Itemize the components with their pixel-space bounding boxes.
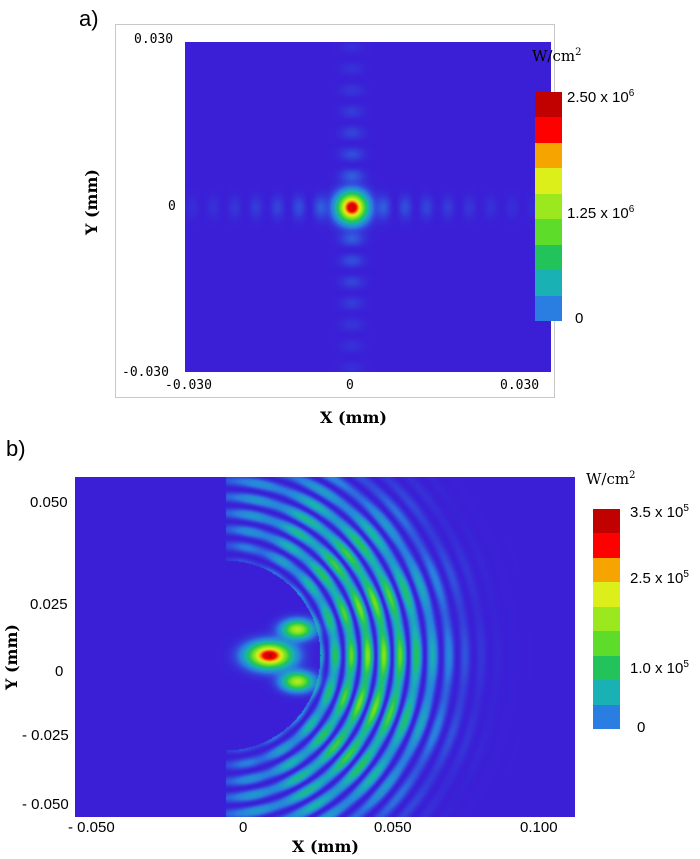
colorbar-step — [535, 295, 562, 321]
colorbar-step — [593, 631, 620, 656]
panel-a-colorbar — [535, 92, 562, 321]
colorbar-step — [535, 142, 562, 169]
panel-a-heatmap — [185, 42, 551, 372]
panel-a-xtick-right: 0.030 — [500, 378, 540, 393]
panel-b-colorbar-unit: W/cm2 — [586, 470, 636, 488]
panel-b-ytick-1: 0.025 — [30, 596, 68, 613]
panel-b-colorbar-1: 2.5 x 105 — [630, 569, 689, 587]
panel-a-colorbar-max: 2.50 x 106 — [567, 88, 635, 106]
colorbar-step — [535, 168, 562, 194]
panel-a-xtick-left: -0.030 — [165, 378, 212, 393]
panel-a-colorbar-mid: 1.25 x 106 — [567, 204, 635, 222]
panel-b-colorbar-2: 1.0 x 105 — [630, 659, 689, 677]
panel-b-xtick-0: - 0.050 — [68, 819, 115, 836]
colorbar-step — [593, 533, 620, 558]
colorbar-step — [593, 655, 620, 681]
panel-b-xlabel: X (mm) — [292, 837, 359, 856]
panel-b-heatmap — [75, 477, 575, 817]
panel-a-colorbar-min: 0 — [575, 310, 584, 327]
panel-a-colorbar-unit: W/cm2 — [532, 47, 582, 65]
panel-a-label: a) — [79, 6, 99, 31]
panel-b-ytick-2: 0 — [55, 663, 64, 680]
panel-b-label: b) — [6, 436, 26, 461]
panel-a-xtick-mid: 0 — [346, 378, 354, 393]
colorbar-step — [593, 582, 620, 607]
panel-b-ylabel: Y (mm) — [2, 624, 21, 690]
panel-b-colorbar-3: 0 — [637, 719, 646, 736]
panel-b-xtick-2: 0.050 — [374, 819, 412, 836]
colorbar-step — [593, 557, 620, 583]
panel-a-ytick-bottom: -0.030 — [122, 365, 169, 380]
colorbar-step — [593, 606, 620, 632]
panel-b-colorbar-0: 3.5 x 105 — [630, 503, 689, 521]
panel-b-xtick-3: 0.100 — [520, 819, 558, 836]
panel-b-xtick-1: 0 — [239, 819, 248, 836]
colorbar-step — [593, 509, 620, 534]
colorbar-step — [535, 193, 562, 220]
colorbar-step — [593, 704, 620, 729]
colorbar-step — [535, 244, 562, 271]
panel-a-xlabel: X (mm) — [320, 408, 387, 427]
colorbar-step — [535, 219, 562, 245]
colorbar-step — [535, 270, 562, 296]
colorbar-step — [535, 117, 562, 143]
panel-a-ytick-mid: 0 — [168, 199, 176, 214]
panel-a-ylabel: Y (mm) — [82, 169, 101, 235]
panel-a-ytick-top: 0.030 — [134, 32, 174, 47]
panel-b-ytick-3: - 0.025 — [22, 727, 69, 744]
colorbar-step — [593, 680, 620, 705]
panel-b-ytick-0: 0.050 — [30, 494, 68, 511]
colorbar-step — [535, 92, 562, 118]
panel-b-colorbar — [593, 509, 620, 729]
panel-b-ytick-4: - 0.050 — [22, 796, 69, 813]
